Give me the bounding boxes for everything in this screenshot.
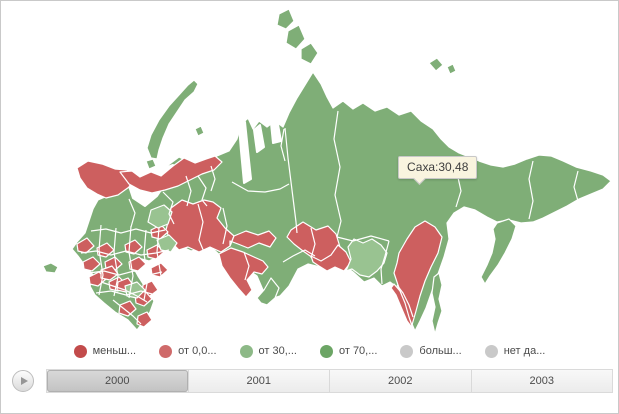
region-border-line	[310, 227, 316, 259]
map-legend: меньш... от 0,0... от 30,... от 70,... больш…	[1, 341, 618, 361]
map-tooltip: Саха:30,48	[398, 156, 478, 185]
region-border-line	[112, 299, 142, 325]
region-border-line	[231, 181, 290, 193]
map-region-ob_gulf2	[253, 124, 265, 153]
map-region-sakhalin[interactable]	[431, 272, 443, 335]
region-border-line	[88, 270, 163, 276]
region-border-line	[95, 290, 153, 296]
timeline: 2000 2001 2002 2003	[1, 369, 618, 395]
region-border-line	[197, 203, 205, 253]
map-region-yenisei_gulf	[270, 118, 282, 144]
map-region-ob_gulf1	[238, 121, 252, 184]
region-border-line	[100, 281, 148, 303]
timeline-year-2000[interactable]: 2000	[47, 370, 188, 392]
timeline-year-2002[interactable]: 2002	[329, 370, 471, 392]
region-border-line	[90, 228, 166, 234]
map-region-ns2[interactable]	[446, 63, 457, 75]
region-border-line	[333, 110, 342, 238]
map-region-isl3[interactable]	[300, 42, 319, 65]
region-border-line	[98, 224, 104, 296]
region-border-line	[284, 127, 298, 234]
map-region-volga1[interactable]	[128, 256, 147, 272]
legend-swatch-icon	[319, 344, 333, 358]
tooltip-text: Саха:30,48	[407, 160, 469, 174]
region-border-line	[528, 160, 534, 220]
map-region-kaliningrad[interactable]	[42, 262, 59, 274]
legend-label: меньш...	[92, 345, 137, 357]
region-border-line	[282, 249, 316, 263]
region-border-line	[128, 198, 136, 228]
legend-swatch-icon	[400, 344, 414, 358]
map-region-perm[interactable]	[147, 204, 173, 229]
map-region-novaya_zemlya[interactable]	[146, 79, 199, 160]
region-border-line	[162, 191, 175, 225]
legend-item-4[interactable]: больш...	[400, 344, 462, 358]
legend-swatch-icon	[239, 344, 253, 358]
map-region-isl1[interactable]	[276, 8, 295, 30]
region-border-line	[80, 249, 170, 256]
map-region-murmansk[interactable]	[76, 160, 135, 199]
region-border-line	[143, 229, 149, 301]
region-border-line	[380, 240, 390, 285]
play-icon	[20, 377, 28, 385]
map-region-altai_republic[interactable]	[256, 277, 280, 306]
legend-item-5[interactable]: нет да...	[484, 344, 546, 358]
play-button[interactable]	[12, 370, 34, 392]
region-border-line	[128, 225, 134, 299]
region-border-line	[210, 165, 216, 192]
region-border-line	[573, 170, 579, 202]
map-region-vaygach[interactable]	[194, 125, 205, 137]
region-border-line	[336, 235, 390, 242]
map-region-isl2[interactable]	[285, 24, 306, 50]
region-border-line	[396, 284, 414, 318]
map-region-bashkiria[interactable]	[156, 234, 178, 253]
region-border-line	[243, 251, 250, 281]
legend-label: от 0,0...	[178, 345, 217, 357]
legend-label: от 70,...	[338, 345, 378, 357]
map-region-pskov[interactable]	[76, 237, 95, 254]
map-region-nz2[interactable]	[145, 158, 157, 170]
legend-swatch-icon	[159, 344, 173, 358]
legend-label: от 30,...	[258, 345, 297, 357]
map-region-volga2[interactable]	[146, 244, 165, 260]
region-border-line	[197, 175, 208, 207]
legend-item-3[interactable]: от 70,...	[319, 344, 378, 358]
region-border-line	[222, 207, 228, 245]
legend-item-0[interactable]: меньш...	[73, 344, 137, 358]
map-region-primorye[interactable]	[390, 283, 414, 330]
legend-item-1[interactable]: от 0,0...	[159, 344, 217, 358]
legend-swatch-icon	[73, 344, 87, 358]
timeline-track[interactable]: 2000 2001 2002 2003	[46, 369, 613, 393]
legend-label: больш...	[419, 345, 462, 357]
map-region-tomsk[interactable]	[229, 230, 277, 249]
legend-label: нет да...	[503, 345, 546, 357]
timeline-year-2001[interactable]: 2001	[187, 370, 329, 392]
legend-item-2[interactable]: от 30,...	[239, 344, 297, 358]
map-region-arkhangelsk_coast[interactable]	[119, 155, 223, 194]
timeline-year-2003[interactable]: 2003	[470, 370, 612, 392]
map-region-mainland[interactable]	[71, 71, 612, 332]
region-border-line	[185, 175, 192, 207]
legend-swatch-icon	[484, 344, 498, 358]
russia-map	[42, 8, 612, 335]
map-region-kamchatka[interactable]	[480, 218, 517, 285]
map-region-omsk_novosibirsk[interactable]	[218, 247, 269, 298]
region-border-line	[156, 227, 162, 299]
map-region-caucasus4[interactable]	[118, 300, 137, 317]
region-border-line	[280, 128, 286, 162]
map-region-tver[interactable]	[96, 242, 115, 258]
map-region-zabaikalsky[interactable]	[345, 238, 388, 278]
map-region-smolensk[interactable]	[82, 256, 101, 272]
map-region-ns1[interactable]	[428, 57, 444, 72]
